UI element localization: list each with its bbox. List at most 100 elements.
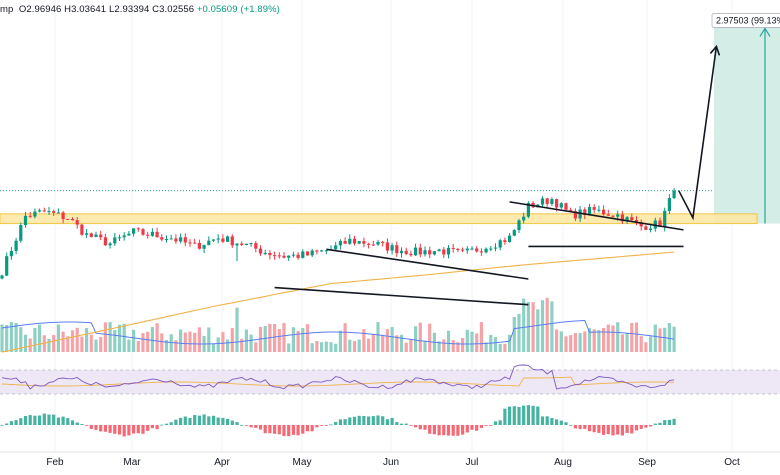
macd-bar	[202, 414, 206, 425]
macd-bar	[536, 406, 540, 425]
volume-bar	[160, 333, 164, 352]
volume-bar	[273, 323, 277, 352]
volume-bar	[371, 333, 375, 352]
open-value: O2.96946	[18, 4, 62, 15]
candle-body	[94, 234, 98, 238]
candle-body	[324, 250, 328, 252]
macd-bar	[442, 425, 446, 436]
macd-bar	[263, 425, 267, 434]
macd-bar	[484, 425, 488, 426]
candle-body	[5, 256, 9, 276]
candle-body	[616, 214, 620, 217]
macd-bar	[409, 425, 413, 426]
volume-bar	[38, 324, 42, 352]
macd-bar	[493, 421, 498, 425]
macd-bar	[127, 425, 131, 436]
candle-body	[540, 198, 545, 205]
candle-body	[268, 253, 272, 256]
macd-bar	[230, 420, 234, 425]
macd-bar	[390, 417, 394, 425]
rsi-moving-average	[1, 376, 675, 387]
candle-body	[545, 198, 549, 204]
candle-body	[367, 243, 371, 245]
macd-bar	[616, 425, 620, 435]
macd-bar	[381, 416, 385, 425]
volume-bar	[390, 326, 394, 352]
macd-bar	[188, 417, 192, 425]
macd-bar	[385, 419, 389, 425]
macd-bar	[573, 425, 577, 429]
candle-body	[33, 211, 37, 217]
volume-bar	[291, 327, 295, 352]
macd-bar	[5, 423, 9, 425]
x-tick-label: Aug	[554, 457, 572, 468]
volume-bar	[578, 333, 582, 352]
volume-bar	[446, 330, 451, 352]
macd-bar	[268, 425, 272, 434]
candle-body	[437, 249, 441, 252]
candle-body	[465, 248, 469, 251]
macd-bar	[0, 424, 4, 426]
candle-body	[179, 237, 183, 242]
macd-bar	[672, 418, 676, 425]
macd-bar	[630, 425, 634, 434]
volume-bar	[428, 323, 432, 352]
macd-bar	[85, 425, 89, 426]
candle-body	[390, 245, 394, 251]
volume-bar	[357, 339, 361, 352]
volume-bar	[616, 322, 620, 352]
volume-bar	[99, 337, 103, 352]
candle-body	[9, 250, 13, 257]
volume-bar	[395, 335, 399, 352]
macd-bar	[522, 405, 526, 425]
candle-body	[28, 215, 32, 217]
candle-body	[451, 247, 455, 249]
macd-bar	[531, 405, 535, 425]
candle-body	[508, 235, 512, 243]
ohlc-readout: mp O2.96946 H3.03641 L2.93394 C3.02556 +…	[0, 4, 280, 15]
macd-bar	[117, 425, 122, 435]
wedge-upper-line	[326, 248, 529, 280]
volume-bar	[409, 338, 413, 352]
candle-body	[211, 239, 216, 241]
projection-path	[678, 46, 718, 221]
candle-body	[230, 236, 234, 246]
candle-body	[226, 236, 230, 242]
volume-bar	[230, 328, 234, 352]
candle-body	[357, 241, 361, 244]
candle-body	[202, 245, 206, 249]
volume-bar	[103, 322, 107, 352]
macd-bar	[249, 425, 253, 428]
macd-bar	[150, 425, 154, 429]
volume-bar	[183, 332, 187, 352]
macd-bar	[592, 425, 596, 433]
volume-bar	[94, 339, 98, 352]
volume-bar	[653, 324, 657, 352]
volume-bar	[0, 324, 4, 352]
candle-body	[381, 242, 385, 244]
x-tick-label: Jul	[466, 457, 479, 468]
candle-body	[470, 248, 474, 250]
x-tick-label: Mar	[123, 457, 141, 468]
volume-bar	[150, 327, 154, 352]
candle-body	[216, 238, 220, 240]
volume-bar	[338, 330, 342, 352]
candle-body	[108, 243, 112, 246]
macd-bar	[404, 423, 408, 425]
volume-bar	[550, 301, 554, 352]
volume-bar	[639, 336, 643, 352]
candle-body	[606, 214, 610, 216]
macd-bar	[338, 419, 342, 425]
candle-body	[334, 245, 338, 250]
x-tick-label: Feb	[46, 457, 64, 468]
macd-bar	[587, 425, 592, 432]
macd-bar	[277, 425, 281, 435]
candle-body	[287, 255, 291, 258]
target-label: 2.97503 (99.13%)	[716, 15, 780, 25]
candle-body	[244, 243, 248, 245]
candle-body	[564, 203, 568, 210]
volume-bar	[169, 334, 173, 352]
volume-moving-average	[1, 319, 675, 345]
candle-body	[559, 203, 563, 208]
macd-bar	[371, 416, 375, 425]
